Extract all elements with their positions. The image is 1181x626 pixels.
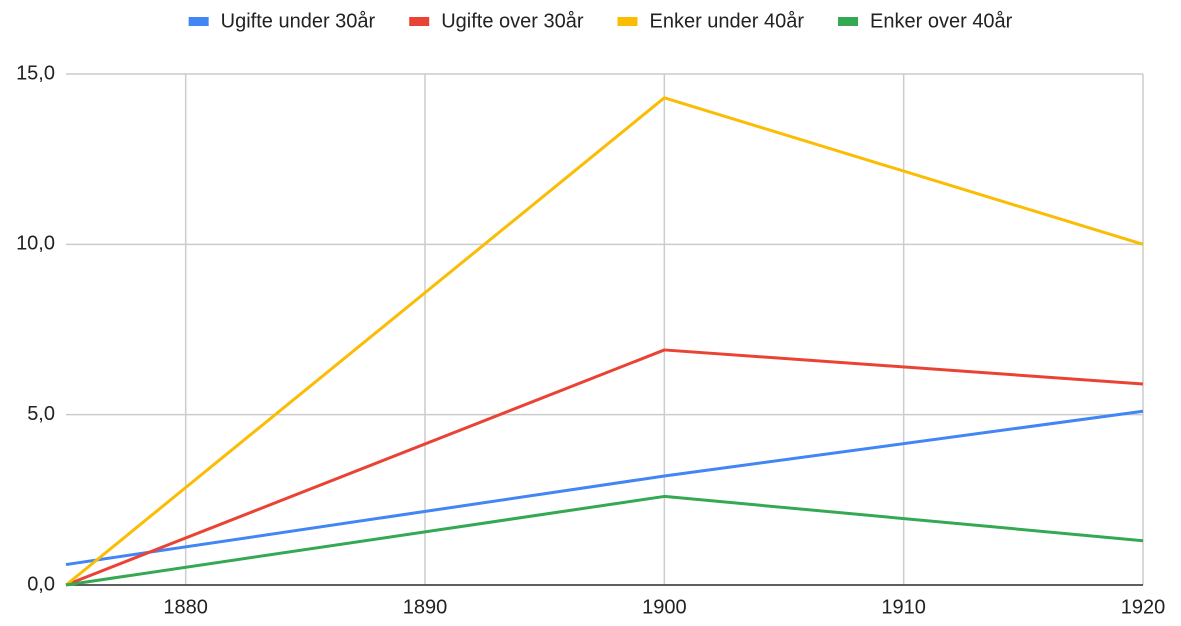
legend-swatch bbox=[617, 17, 638, 26]
legend-swatch bbox=[838, 17, 859, 26]
y-tick-label: 0,0 bbox=[27, 573, 55, 595]
x-tick-label: 1890 bbox=[403, 596, 448, 618]
series-line bbox=[65, 409, 1144, 567]
legend-swatch bbox=[188, 17, 209, 26]
y-tick-label: 10,0 bbox=[16, 233, 55, 255]
y-tick-label: 5,0 bbox=[27, 403, 55, 425]
legend-label: Ugifte over 30år bbox=[441, 10, 584, 32]
x-tick-label: 1920 bbox=[1121, 596, 1166, 618]
y-tick-label: 15,0 bbox=[16, 62, 55, 84]
legend-label: Enker under 40år bbox=[650, 10, 805, 32]
x-tick-label: 1880 bbox=[163, 596, 208, 618]
x-tick-label: 1910 bbox=[881, 596, 926, 618]
legend-label: Ugifte under 30år bbox=[221, 10, 376, 32]
series-line bbox=[65, 96, 1144, 587]
x-tick-label: 1900 bbox=[642, 596, 687, 618]
series-line bbox=[65, 348, 1144, 587]
legend-swatch bbox=[409, 17, 430, 26]
series-line bbox=[65, 494, 1144, 587]
legend-label: Enker over 40år bbox=[870, 10, 1013, 32]
